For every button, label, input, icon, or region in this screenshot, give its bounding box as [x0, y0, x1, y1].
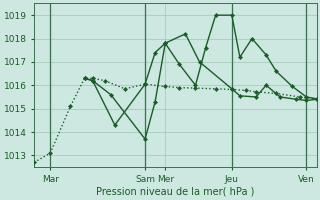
X-axis label: Pression niveau de la mer( hPa ): Pression niveau de la mer( hPa ) — [96, 187, 254, 197]
